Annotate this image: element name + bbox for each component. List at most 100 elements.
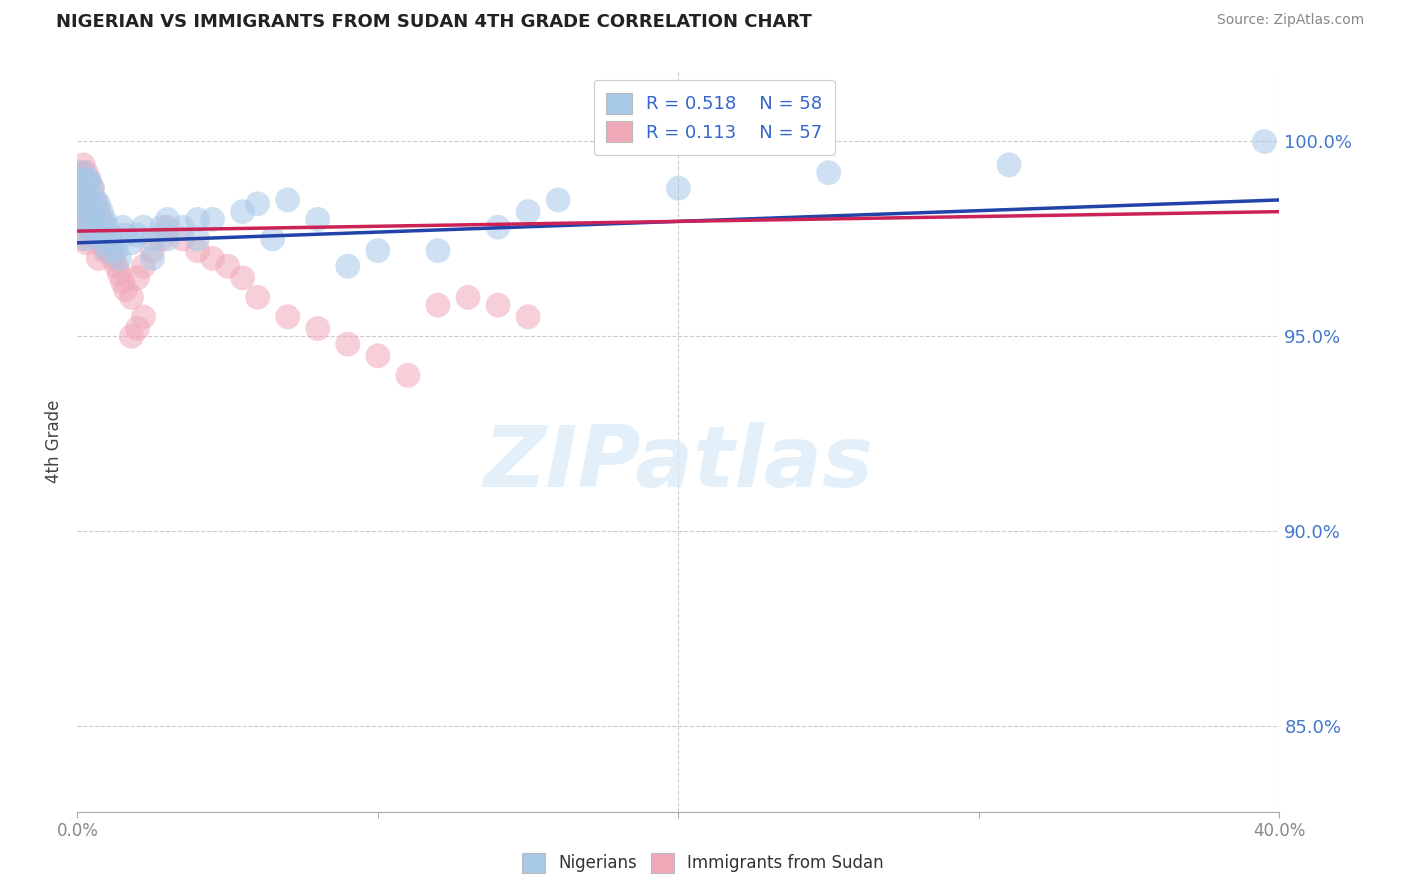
Point [82, 227, 104, 242]
Point [111, 220, 134, 235]
Point [87, 197, 110, 211]
Point [1253, 135, 1275, 149]
Point [87, 204, 110, 219]
Point [69, 189, 91, 203]
Point [105, 244, 128, 258]
Y-axis label: 4th Grade: 4th Grade [45, 400, 63, 483]
Point [87, 220, 110, 235]
Point [172, 220, 194, 235]
Point [75, 189, 97, 203]
Point [96, 244, 118, 258]
Point [367, 349, 389, 363]
Point [336, 337, 359, 351]
Point [141, 232, 163, 246]
Point [75, 232, 97, 246]
Point [486, 220, 509, 235]
Text: Source: ZipAtlas.com: Source: ZipAtlas.com [1216, 13, 1364, 28]
Point [79, 197, 101, 211]
Point [93, 220, 115, 235]
Point [517, 204, 540, 219]
Point [72, 181, 94, 195]
Point [79, 220, 101, 235]
Point [84, 197, 107, 211]
Point [93, 235, 115, 250]
Point [246, 290, 269, 304]
Point [132, 220, 155, 235]
Point [79, 220, 101, 235]
Point [132, 310, 155, 324]
Point [427, 298, 450, 312]
Point [111, 275, 134, 289]
Point [75, 235, 97, 250]
Text: NIGERIAN VS IMMIGRANTS FROM SUDAN 4TH GRADE CORRELATION CHART: NIGERIAN VS IMMIGRANTS FROM SUDAN 4TH GR… [56, 13, 813, 31]
Point [517, 310, 540, 324]
Point [90, 235, 112, 250]
Point [108, 267, 131, 281]
Point [69, 193, 91, 207]
Point [141, 252, 163, 266]
Point [72, 204, 94, 219]
Point [114, 283, 136, 297]
Point [79, 173, 101, 187]
Point [79, 197, 101, 211]
Point [156, 220, 179, 235]
Point [201, 212, 224, 227]
Point [96, 232, 118, 246]
Point [75, 189, 97, 203]
Point [367, 244, 389, 258]
Point [108, 252, 131, 266]
Point [201, 252, 224, 266]
Point [69, 173, 91, 187]
Point [90, 227, 112, 242]
Point [103, 235, 125, 250]
Point [307, 212, 329, 227]
Point [82, 204, 104, 219]
Point [187, 232, 209, 246]
Point [457, 290, 479, 304]
Point [114, 227, 136, 242]
Point [75, 212, 97, 227]
Point [69, 212, 91, 227]
Point [120, 290, 142, 304]
Point [72, 181, 94, 195]
Point [103, 252, 125, 266]
Point [187, 212, 209, 227]
Point [132, 259, 155, 273]
Text: ZIPatlas: ZIPatlas [484, 422, 873, 505]
Point [93, 212, 115, 227]
Point [90, 204, 112, 219]
Point [127, 321, 149, 335]
Point [668, 181, 690, 195]
Point [150, 232, 173, 246]
Point [120, 329, 142, 343]
Point [336, 259, 359, 273]
Point [100, 244, 122, 258]
Point [141, 244, 163, 258]
Point [150, 220, 173, 235]
Point [396, 368, 419, 383]
Point [69, 166, 91, 180]
Point [72, 232, 94, 246]
Point [100, 227, 122, 242]
Point [84, 193, 107, 207]
Point [75, 166, 97, 180]
Point [79, 173, 101, 187]
Point [127, 227, 149, 242]
Point [84, 220, 107, 235]
Point [93, 244, 115, 258]
Point [127, 271, 149, 285]
Point [817, 166, 839, 180]
Point [307, 321, 329, 335]
Point [82, 181, 104, 195]
Point [87, 227, 110, 242]
Point [82, 181, 104, 195]
Point [547, 193, 569, 207]
Point [72, 166, 94, 180]
Point [96, 220, 118, 235]
Point [82, 204, 104, 219]
Point [277, 310, 299, 324]
Point [427, 244, 450, 258]
Point [232, 271, 254, 285]
Point [486, 298, 509, 312]
Point [75, 212, 97, 227]
